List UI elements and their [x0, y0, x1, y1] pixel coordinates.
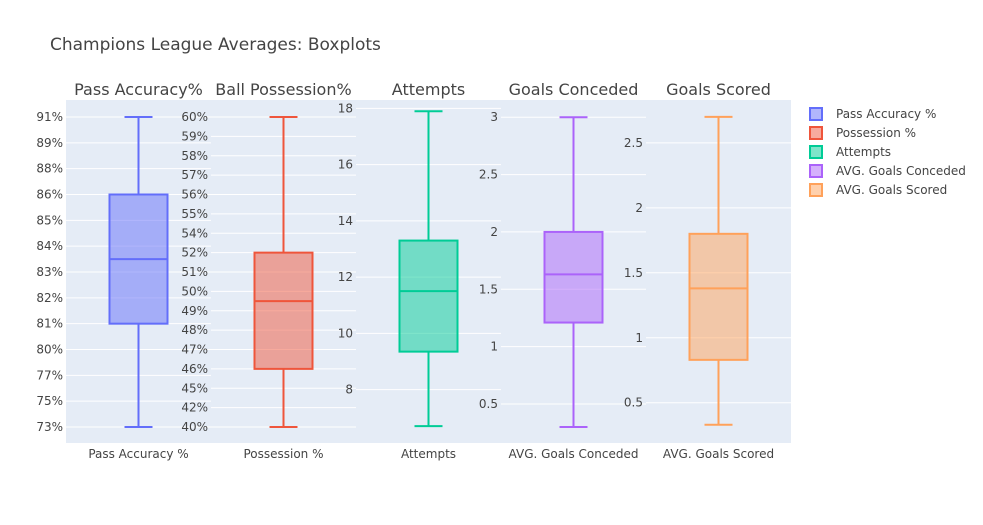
y-tick-label: 12	[338, 270, 353, 284]
y-tick-label: 2	[635, 201, 643, 215]
subplot-title: Ball Possession%	[215, 80, 351, 99]
legend-label: AVG. Goals Conceded	[836, 164, 966, 178]
subplot-4: 0.5 1 1.5 2 2.5 3 Goals Conceded AVG. Goals Con…	[479, 80, 646, 461]
legend-item[interactable]: Attempts	[809, 145, 891, 159]
y-tick-label: 86%	[36, 188, 63, 202]
y-tick-label: 83%	[36, 265, 63, 279]
subplot-1: 73% 75% 77% 80% 81% 82% 83% 84% 85% 86% 88% 89% 91% P…	[36, 80, 211, 461]
y-tick-label: 58%	[181, 149, 208, 163]
y-tick-label: 3	[490, 110, 498, 124]
y-tick-label: 8	[345, 383, 353, 397]
y-tick-label: 75%	[36, 394, 63, 408]
y-tick-label: 1.5	[479, 282, 498, 296]
legend-swatch	[809, 164, 823, 178]
legend-item[interactable]: Possession %	[809, 126, 916, 140]
y-tick-label: 47%	[181, 343, 208, 357]
y-tick-label: 1	[490, 340, 498, 354]
subplot-title: Goals Scored	[666, 80, 771, 99]
y-tick-label: 77%	[36, 368, 63, 382]
x-category-label: Possession %	[243, 447, 323, 461]
subplot-2: 40% 42% 45% 46% 47% 48% 49% 50% 51% 52% 54% 55% 56% 5…	[181, 80, 356, 461]
y-tick-label: 60%	[181, 110, 208, 124]
legend-swatch	[809, 126, 823, 140]
y-tick-label: 2.5	[624, 136, 643, 150]
y-tick-label: 54%	[181, 226, 208, 240]
y-tick-label: 52%	[181, 246, 208, 260]
y-tick-label: 49%	[181, 304, 208, 318]
y-tick-label: 85%	[36, 213, 63, 227]
iqr-box[interactable]	[253, 251, 314, 370]
legend-label: Possession %	[836, 126, 916, 140]
y-tick-label: 55%	[181, 207, 208, 221]
y-tick-label: 81%	[36, 317, 63, 331]
y-tick-label: 59%	[181, 129, 208, 143]
y-tick-label: 84%	[36, 239, 63, 253]
y-tick-label: 45%	[181, 381, 208, 395]
y-tick-label: 1.5	[624, 266, 643, 280]
y-tick-label: 89%	[36, 136, 63, 150]
iqr-box[interactable]	[688, 232, 749, 361]
y-tick-label: 0.5	[479, 397, 498, 411]
y-tick-label: 82%	[36, 291, 63, 305]
y-tick-label: 88%	[36, 162, 63, 176]
y-tick-label: 46%	[181, 362, 208, 376]
subplot-title: Attempts	[392, 80, 465, 99]
y-tick-label: 57%	[181, 168, 208, 182]
legend-swatch	[809, 107, 823, 121]
y-tick-label: 73%	[36, 420, 63, 434]
y-tick-label: 91%	[36, 110, 63, 124]
y-tick-label: 80%	[36, 343, 63, 357]
y-tick-label: 48%	[181, 323, 208, 337]
legend-item[interactable]: AVG. Goals Conceded	[809, 164, 966, 178]
y-tick-label: 18	[338, 101, 353, 115]
subplot-5: 0.5 1 1.5 2 2.5 Goals Scored AVG. Goals Scored	[624, 80, 791, 461]
legend-swatch	[809, 183, 823, 197]
y-tick-label: 2	[490, 225, 498, 239]
iqr-box[interactable]	[398, 239, 459, 353]
subplot-title: Goals Conceded	[509, 80, 639, 99]
legend-label: Attempts	[836, 145, 891, 159]
y-tick-label: 56%	[181, 188, 208, 202]
y-tick-label: 50%	[181, 284, 208, 298]
legend-label: Pass Accuracy %	[836, 107, 936, 121]
y-tick-label: 14	[338, 214, 353, 228]
legend-item[interactable]: Pass Accuracy %	[809, 107, 936, 121]
legend-swatch	[809, 145, 823, 159]
y-tick-label: 16	[338, 158, 353, 172]
y-tick-label: 2.5	[479, 168, 498, 182]
y-tick-label: 51%	[181, 265, 208, 279]
y-tick-label: 0.5	[624, 396, 643, 410]
x-category-label: Pass Accuracy %	[88, 447, 188, 461]
subplot-title: Pass Accuracy%	[74, 80, 203, 99]
x-category-label: AVG. Goals Scored	[663, 447, 774, 461]
legend: Pass Accuracy % Possession % Attempts AVG. …	[809, 107, 966, 197]
y-tick-label: 1	[635, 331, 643, 345]
y-tick-label: 40%	[181, 420, 208, 434]
y-tick-label: 42%	[181, 401, 208, 415]
x-category-label: Attempts	[401, 447, 456, 461]
x-category-label: AVG. Goals Conceded	[509, 447, 639, 461]
chart-title: Champions League Averages: Boxplots	[50, 35, 381, 55]
legend-item[interactable]: AVG. Goals Scored	[809, 183, 947, 197]
iqr-box[interactable]	[543, 230, 604, 324]
y-tick-label: 10	[338, 326, 353, 340]
legend-label: AVG. Goals Scored	[836, 183, 947, 197]
subplot-panels: 73% 75% 77% 80% 81% 82% 83% 84% 85% 86% 88% 89% 91% P…	[36, 80, 791, 461]
